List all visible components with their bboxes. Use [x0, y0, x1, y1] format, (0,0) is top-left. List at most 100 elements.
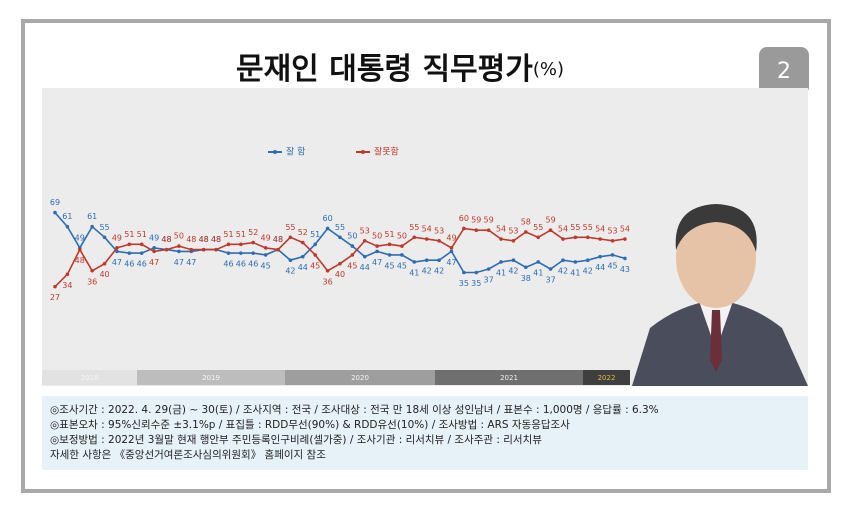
data-label: 45: [310, 261, 320, 270]
data-label: 45: [347, 261, 357, 270]
data-label: 40: [335, 270, 345, 279]
data-point: [102, 261, 107, 266]
data-label: 42: [285, 267, 295, 276]
data-label: 42: [583, 267, 593, 276]
data-point: [400, 244, 404, 248]
data-point: [239, 251, 243, 255]
data-label: 44: [595, 263, 605, 272]
footer-line: ◎보정방법 : 2022년 3월말 현재 행안부 주민등록인구비례(셀가중) /…: [50, 434, 542, 446]
data-point: [177, 249, 181, 254]
data-point: [338, 261, 342, 266]
data-label: 69: [50, 198, 60, 207]
data-point: [152, 246, 156, 250]
data-label: 41: [570, 268, 580, 277]
data-label: 60: [322, 214, 332, 223]
data-label: 27: [50, 293, 60, 302]
data-label: 49: [75, 233, 85, 242]
data-label: 55: [99, 223, 109, 232]
data-label: 55: [409, 223, 419, 232]
data-label: 44: [360, 263, 370, 272]
data-label: 35: [459, 279, 469, 288]
data-point: [53, 210, 57, 215]
badge-number: 2: [777, 59, 791, 84]
data-point: [561, 258, 565, 263]
footer-line: ◎표본오차 : 95%신뢰수준 ±3.1%p / 표집틀 : RDD무선(90%…: [50, 419, 570, 431]
data-point: [201, 247, 206, 252]
data-label: 58: [521, 217, 531, 226]
footer-line: 자세한 사항은 《중앙선거여론조사심의위원회》 홈페이지 참조: [50, 448, 326, 461]
data-point: [276, 247, 280, 252]
data-point: [288, 235, 293, 240]
data-label: 48: [273, 235, 283, 244]
data-label: 50: [174, 232, 184, 241]
data-point: [139, 242, 144, 247]
data-point: [226, 242, 231, 247]
data-point: [375, 244, 379, 248]
data-label: 48: [273, 235, 283, 244]
data-label: 60: [459, 214, 469, 223]
data-label: 51: [384, 230, 394, 239]
data-label: 50: [372, 232, 382, 241]
data-point: [437, 258, 441, 263]
data-label: 48: [186, 235, 196, 244]
data-point: [102, 235, 107, 240]
data-point: [338, 235, 342, 240]
data-label: 46: [248, 260, 258, 269]
data-point: [412, 235, 417, 240]
data-label: 54: [620, 225, 630, 234]
data-label: 51: [124, 230, 134, 239]
data-label: 41: [496, 268, 506, 277]
data-label: 47: [446, 258, 456, 267]
year-band: [42, 370, 137, 385]
data-label: 49: [112, 233, 122, 242]
data-point: [90, 224, 94, 229]
data-label: 48: [211, 235, 221, 244]
data-point: [511, 258, 516, 263]
data-label: 48: [75, 256, 85, 265]
data-label: 42: [508, 267, 518, 276]
data-label: 51: [137, 230, 147, 239]
data-label: 35: [471, 279, 481, 288]
data-point: [536, 260, 541, 264]
data-point: [623, 256, 627, 261]
data-label: 46: [124, 260, 134, 269]
data-point: [375, 249, 379, 254]
data-label: 54: [558, 225, 568, 234]
data-label: 55: [533, 223, 543, 232]
legend-label: 잘못함: [374, 146, 399, 158]
data-label: 50: [397, 232, 407, 241]
data-label: 42: [422, 267, 432, 276]
year-band: [583, 370, 630, 385]
data-point: [387, 253, 392, 257]
data-point: [424, 258, 429, 263]
data-point: [263, 246, 268, 250]
data-label: 47: [174, 258, 184, 267]
data-point: [362, 239, 367, 243]
data-point: [251, 251, 256, 255]
data-point: [139, 251, 144, 255]
data-label: 50: [347, 232, 357, 241]
data-label: 47: [112, 258, 122, 267]
portrait-hair: [675, 204, 757, 252]
data-point: [598, 254, 602, 259]
data-point: [325, 226, 330, 231]
data-point: [623, 237, 627, 241]
data-point: [53, 284, 57, 289]
data-point: [511, 239, 516, 243]
data-label: 55: [335, 223, 345, 232]
data-point: [412, 260, 417, 264]
data-label: 53: [434, 226, 444, 235]
data-point: [573, 260, 578, 264]
year-band-label: 2021: [500, 374, 518, 382]
data-label: 48: [161, 235, 171, 244]
data-label: 44: [298, 263, 308, 272]
data-point: [486, 267, 491, 271]
data-label: 49: [446, 233, 456, 242]
data-point: [189, 247, 194, 252]
data-label: 47: [372, 258, 382, 267]
data-point: [313, 242, 317, 247]
data-label: 42: [558, 267, 568, 276]
data-point: [610, 239, 615, 243]
data-point: [226, 251, 231, 255]
data-label: 46: [137, 260, 147, 269]
